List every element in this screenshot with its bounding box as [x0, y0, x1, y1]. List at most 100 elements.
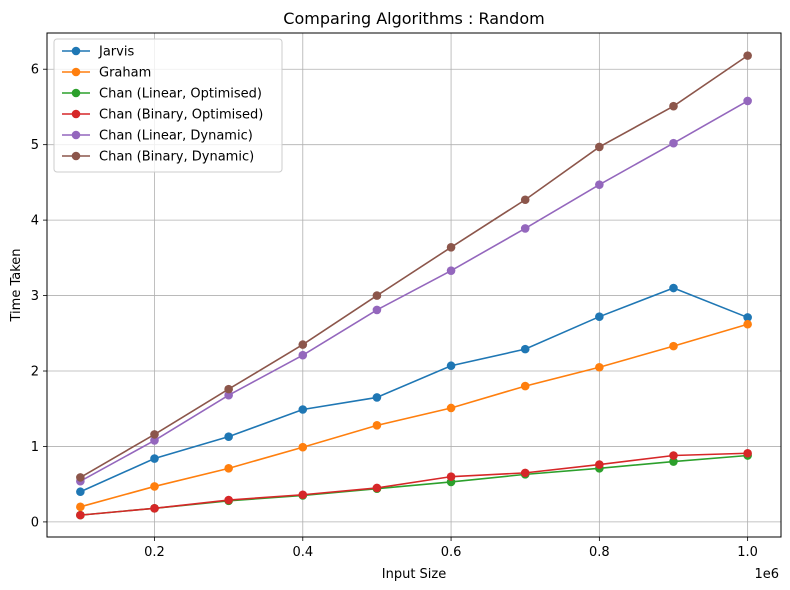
series-1: [76, 319, 752, 512]
legend-marker: [71, 46, 81, 56]
data-point: [446, 403, 456, 413]
data-point: [743, 96, 752, 106]
data-point: [595, 180, 604, 189]
legend-marker: [71, 67, 81, 77]
legend-item: Jarvis: [62, 45, 134, 60]
data-point: [520, 224, 530, 233]
legend-label: Graham: [99, 66, 151, 81]
data-point: [224, 384, 233, 394]
data-point: [150, 454, 159, 463]
x-tick-label: 0.8: [589, 545, 610, 560]
chart-title: Comparing Algorithms : Random: [283, 9, 544, 28]
y-tick-label: 3: [31, 289, 39, 304]
data-point: [224, 464, 233, 473]
data-point: [743, 319, 752, 329]
data-point: [76, 510, 85, 520]
legend-item: Chan (Binary, Dynamic): [62, 150, 254, 165]
data-point: [298, 490, 308, 500]
data-point: [669, 101, 678, 111]
data-point: [669, 341, 678, 351]
x-axis-label: Input Size: [382, 567, 446, 582]
data-point: [669, 138, 678, 148]
data-point: [743, 313, 752, 322]
data-point: [595, 460, 604, 469]
data-point: [446, 472, 456, 481]
legend-label: Chan (Binary, Optimised): [99, 108, 263, 123]
y-tick-label: 1: [31, 440, 39, 455]
legend-item: Graham: [62, 66, 151, 81]
data-point: [150, 436, 159, 445]
y-tick-label: 4: [31, 214, 39, 229]
data-point: [224, 390, 233, 400]
data-point: [372, 305, 382, 315]
data-point: [372, 393, 382, 402]
data-point: [520, 344, 530, 354]
data-point: [595, 142, 604, 152]
legend-label: Jarvis: [98, 45, 134, 60]
legend-item: Chan (Linear, Dynamic): [62, 129, 253, 144]
series-line: [80, 323, 748, 508]
data-point: [150, 430, 159, 439]
data-point: [446, 242, 456, 252]
data-point: [224, 495, 233, 505]
data-point: [446, 361, 456, 371]
data-point: [76, 487, 85, 497]
series-layer: [76, 51, 752, 520]
data-point: [372, 291, 382, 300]
data-point: [372, 421, 382, 430]
legend: Jarvis Graham Chan (Linear, Optimised) Chan…: [53, 38, 283, 173]
series-line: [80, 287, 748, 493]
data-point: [298, 350, 308, 360]
data-point: [76, 473, 85, 482]
data-point: [743, 51, 752, 60]
series-0: [76, 283, 752, 497]
y-axis-label: Time Taken: [9, 248, 24, 322]
data-point: [224, 432, 233, 441]
y-tick-label: 5: [31, 138, 39, 153]
legend-label: Chan (Binary, Dynamic): [99, 150, 254, 165]
legend-item: Chan (Linear, Optimised): [62, 87, 262, 102]
data-point: [669, 457, 678, 466]
y-tick-label: 2: [31, 365, 39, 380]
data-point: [150, 482, 159, 491]
x-tick-label: 0.4: [292, 545, 313, 560]
x-tick-label: 1.0: [737, 545, 758, 560]
data-point: [595, 362, 604, 372]
data-point: [150, 504, 159, 513]
series-3: [76, 448, 752, 520]
y-tick-label: 6: [31, 63, 39, 78]
data-point: [298, 340, 308, 349]
legend-box: [53, 38, 283, 173]
x-axis-offset-label: 1e6: [754, 567, 779, 582]
legend-marker: [71, 130, 81, 140]
data-point: [595, 312, 604, 321]
data-point: [76, 502, 85, 512]
data-point: [520, 468, 530, 478]
data-point: [669, 451, 678, 460]
series-5: [76, 51, 752, 482]
legend-marker: [71, 109, 81, 119]
legend-label: Chan (Linear, Dynamic): [99, 129, 253, 144]
legend-label: Chan (Linear, Optimised): [99, 87, 262, 102]
x-tick-label: 0.2: [144, 545, 165, 560]
plot-frame: [46, 32, 782, 538]
data-point: [520, 195, 530, 205]
series-line: [79, 100, 749, 482]
data-point: [298, 442, 308, 452]
data-point: [520, 381, 530, 391]
data-point: [372, 483, 382, 493]
data-point: [298, 405, 308, 414]
series-line: [79, 54, 749, 479]
data-point: [446, 266, 456, 275]
legend-item: Chan (Binary, Optimised): [62, 108, 263, 123]
data-point: [743, 448, 752, 458]
legend-marker: [71, 88, 81, 98]
series-line: [80, 452, 748, 516]
ticks: 0.2 0.4 0.6 0.8 1.0 0 1 2 3 4 5 6: [31, 63, 758, 560]
data-point: [669, 283, 678, 293]
legend-marker: [71, 151, 81, 161]
grid: [47, 33, 781, 537]
y-tick-label: 0: [31, 515, 39, 530]
x-tick-label: 0.6: [441, 545, 462, 560]
